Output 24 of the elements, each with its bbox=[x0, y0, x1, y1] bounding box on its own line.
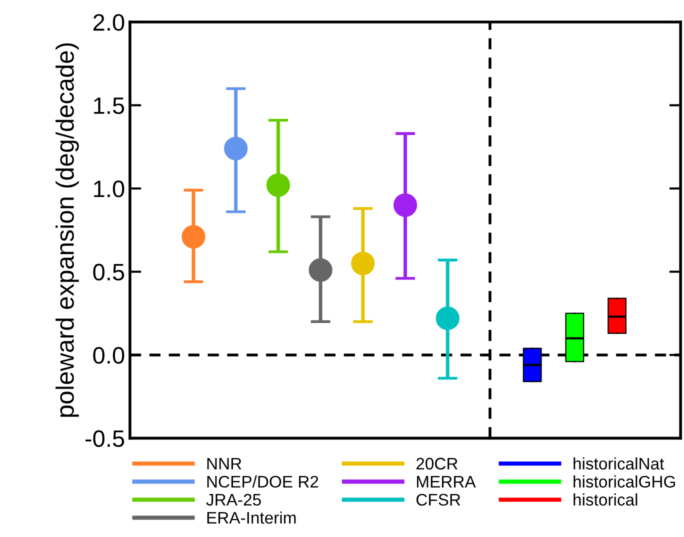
point bbox=[266, 173, 290, 197]
point bbox=[393, 193, 418, 217]
point bbox=[351, 252, 375, 276]
y-tick-label: 1.5 bbox=[94, 98, 124, 114]
point bbox=[436, 306, 460, 330]
point bbox=[182, 224, 206, 249]
y-tick-label: -0.5 bbox=[85, 430, 124, 447]
legend-label: historical bbox=[574, 493, 638, 506]
legend-label: NCEP/DOE R2 bbox=[207, 475, 318, 488]
legend-label: MERRA bbox=[417, 476, 476, 488]
y-axis-title: poleward expansion (deg/decade) bbox=[56, 43, 79, 417]
point bbox=[224, 136, 248, 160]
legend-label: CFSR bbox=[416, 494, 460, 506]
y-tick-label: 0.5 bbox=[93, 264, 124, 281]
legend-label: historicalNat bbox=[574, 457, 664, 470]
y-tick-label: 0.0 bbox=[93, 347, 124, 364]
legend-label: 20CR bbox=[416, 458, 458, 470]
point bbox=[308, 258, 332, 282]
legend-label: historicalGHG bbox=[574, 475, 675, 488]
legend-label: ERA-Interim bbox=[207, 511, 296, 524]
y-tick-label: 2.0 bbox=[93, 14, 124, 31]
legend-label: NNR bbox=[207, 458, 242, 470]
legend-label: JRA-25 bbox=[206, 494, 261, 506]
y-tick-label: 1.0 bbox=[94, 180, 124, 198]
